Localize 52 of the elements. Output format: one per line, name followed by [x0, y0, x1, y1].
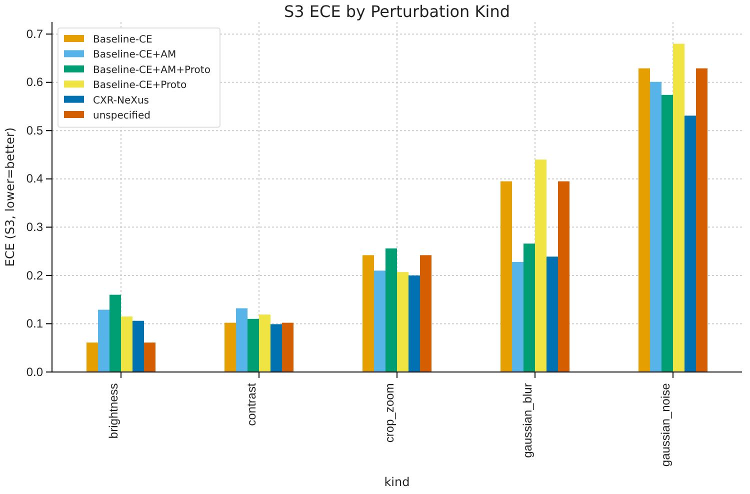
bar [397, 272, 408, 372]
bar [638, 68, 650, 372]
legend-label: Baseline-CE+Proto [93, 80, 187, 92]
bar [524, 244, 535, 372]
y-tick-label: 0.6 [26, 75, 44, 90]
y-tick-label: 0.1 [26, 316, 44, 331]
bar [86, 342, 98, 372]
bar [512, 262, 524, 372]
bar [408, 275, 420, 372]
bar [558, 181, 570, 372]
bar [673, 44, 684, 372]
legend-label: Baseline-CE+AM+Proto [93, 64, 210, 76]
x-tick-label: brightness [106, 383, 120, 439]
bar [696, 68, 708, 372]
bar [236, 308, 248, 372]
y-tick-label: 0.3 [26, 220, 44, 234]
x-axis-title: kind [384, 475, 410, 489]
legend-label: Baseline-CE+AM [93, 50, 176, 61]
x-tick-label: gaussian_noise [658, 382, 672, 467]
bar [662, 94, 673, 372]
y-tick-label: 0.5 [26, 123, 44, 138]
bar [650, 82, 662, 372]
bar [270, 324, 282, 372]
y-tick-label: 0.0 [26, 364, 44, 379]
bar [386, 248, 397, 372]
bar [546, 256, 558, 372]
bar [248, 318, 259, 372]
bar [535, 160, 546, 372]
legend-label: CXR-NeXus [93, 95, 150, 106]
x-tick-label: contrast [244, 382, 258, 426]
y-tick-label: 0.2 [26, 268, 44, 282]
bar [282, 322, 294, 372]
legend-label: unspecified [93, 110, 150, 122]
y-tick-label: 0.7 [26, 26, 44, 41]
bar [110, 294, 121, 372]
y-tick-label: 0.4 [26, 172, 44, 186]
bar [362, 255, 374, 372]
legend-label: Baseline-CE [93, 34, 152, 46]
bar [259, 314, 270, 372]
bar [684, 116, 696, 372]
bar [121, 316, 132, 372]
bar [132, 320, 144, 372]
bar [144, 342, 156, 372]
x-tick-label: crop_zoom [382, 383, 396, 443]
bar [420, 255, 432, 372]
x-tick-label: gaussian_blur [520, 383, 534, 458]
bar [374, 270, 386, 372]
bar [224, 322, 236, 372]
chart-title: S3 ECE by Perturbation Kind [284, 2, 510, 21]
bar [500, 181, 512, 372]
y-axis-title: ECE (S3, lower=better) [3, 127, 17, 267]
bar [98, 310, 110, 372]
